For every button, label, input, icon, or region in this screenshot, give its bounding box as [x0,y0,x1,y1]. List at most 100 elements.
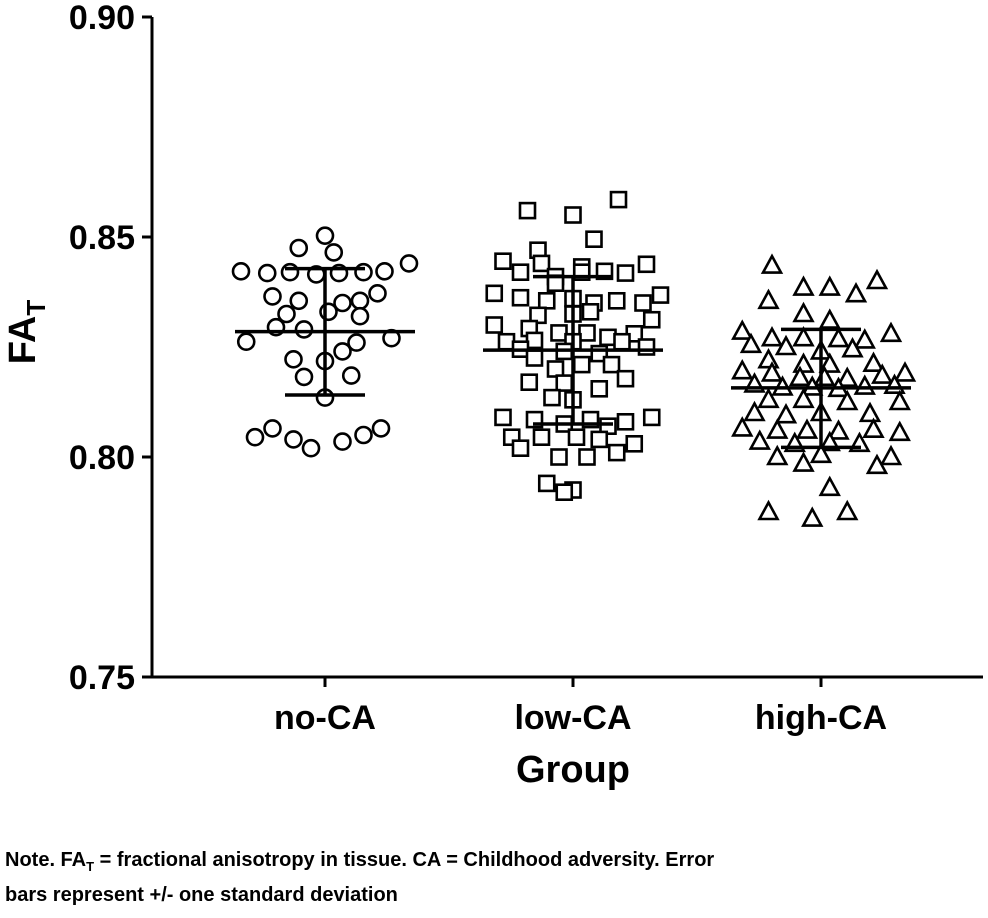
data-point-triangle [865,268,889,290]
data-point-square [609,190,628,209]
data-point-circle [280,262,300,282]
note-prefix: Note. FA [5,849,87,871]
data-point-triangle [871,363,894,384]
y-axis-title-subscript: T [21,300,51,316]
data-point-square [511,263,530,282]
y-axis-title-main: FA [2,316,44,365]
data-point-triangle [757,288,780,310]
data-point-square [625,434,644,453]
data-point-circle [350,306,370,326]
x-tick-label: high-CA [755,699,887,737]
data-point-circle [347,333,366,352]
data-point-square [555,374,574,392]
data-point-circle [333,432,352,451]
data-point-circle [277,304,296,324]
data-point-circle [354,425,373,445]
data-point-triangle [795,418,819,439]
data-point-circle [319,302,338,322]
data-point-triangle [818,308,841,329]
data-point-triangle [827,326,850,348]
data-point-square [602,355,621,374]
data-point-triangle [792,352,815,373]
y-tick-label: 0.90 [69,0,135,37]
x-tick-label: low-CA [514,699,631,737]
data-point-triangle [792,275,815,296]
data-point-circle [350,291,370,311]
data-point-square [537,291,556,310]
data-point-square [511,439,530,458]
data-point-square [613,332,631,351]
data-point-circle [354,262,373,282]
data-point-circle [301,438,321,458]
data-point-circle [284,350,303,369]
data-point-triangle [774,334,798,356]
data-point-triangle [879,444,903,466]
y-axis-title: FAT [2,300,51,365]
data-point-triangle [739,332,763,354]
data-point-triangle [836,389,859,411]
data-point-square [616,264,635,282]
data-point-circle [371,419,391,438]
data-point-triangle [836,499,859,521]
data-point-triangle [757,499,780,521]
data-point-triangle [792,301,815,323]
data-point-triangle [757,347,780,369]
note-subscript: T [86,859,95,874]
data-point-triangle [792,387,815,409]
data-point-square [511,288,530,307]
data-point-circle [294,367,314,387]
figure-note-line-1: Note. FAT = fractional anisotropy in tis… [5,843,980,879]
data-point-triangle [818,475,841,497]
chart-axes: 0.75 0.80 0.85 0.90 no-CA low-CA high-CA [69,0,983,737]
data-point-triangle [853,328,876,349]
data-point-circle [236,332,256,352]
data-point-square [590,430,609,449]
data-point-square [494,252,512,270]
series-high-CA [731,253,917,527]
data-point-square [642,408,661,427]
data-point-triangle [788,365,812,387]
data-point-circle [368,284,387,303]
y-tick-label: 0.85 [69,219,135,257]
data-point-triangle [888,420,911,442]
data-point-square [525,331,544,350]
data-point-square [520,373,539,392]
data-point-circle [333,342,352,361]
data-point-square [590,379,609,398]
data-point-triangle [862,351,885,373]
data-point-triangle [879,321,903,343]
data-point-circle [294,320,314,339]
data-point-square [634,294,652,312]
data-point-circle [399,254,419,273]
data-point-square [546,360,565,378]
data-point-circle [375,262,394,281]
data-point-triangle [757,387,780,409]
data-point-square [616,369,635,388]
data-point-square [585,230,603,248]
data-point-triangle [844,281,868,303]
data-point-square [532,254,551,273]
data-point-square [564,206,582,224]
data-point-square [485,284,504,303]
data-point-triangle [858,401,882,423]
scatter-chart: 0.75 0.80 0.85 0.90 no-CA low-CA high-CA FAT G… [2,0,983,791]
data-point-square [518,201,537,220]
data-point-circle [257,263,277,283]
data-point-triangle [743,400,766,422]
note-text: = fractional anisotropy in tissue. CA = … [94,849,715,871]
data-point-triangle [766,444,789,466]
data-point-circle [263,419,282,438]
data-point-square [642,310,661,329]
data-point-square [525,349,544,367]
data-point-circle [341,366,361,385]
data-point-triangle [888,389,911,411]
data-point-square [578,448,596,466]
data-point-square [607,443,626,462]
data-point-square [637,255,656,274]
data-point-triangle [853,374,876,395]
data-point-circle [333,293,352,313]
data-point-square [567,428,586,447]
figure-note-line-2: bars represent +/- one standard deviatio… [5,884,398,906]
data-point-triangle [893,361,917,382]
data-point-square [550,448,568,466]
